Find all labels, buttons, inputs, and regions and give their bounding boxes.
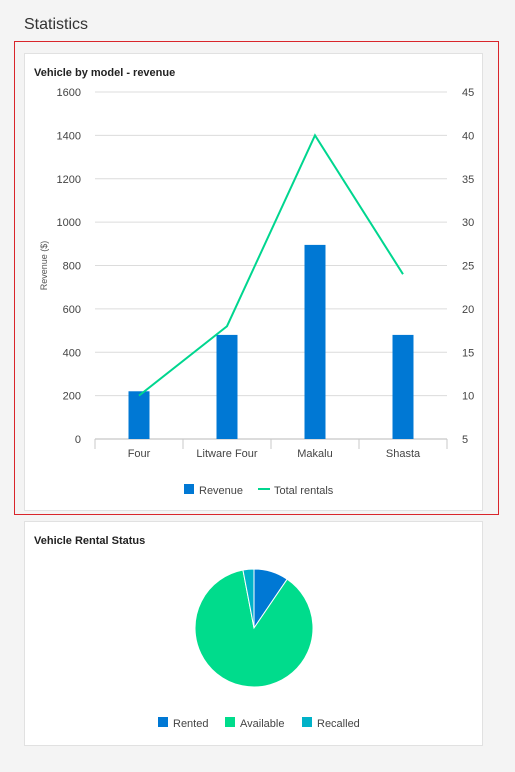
legend-label-rentals: Total rentals — [274, 485, 334, 497]
bar-revenue-2 — [304, 244, 326, 439]
x-tick-label: Shasta — [386, 448, 421, 460]
y2-tick-label: 40 — [462, 130, 474, 142]
y-tick-label: 600 — [63, 304, 81, 316]
legend-label-revenue: Revenue — [199, 485, 243, 497]
legend-swatch-recalled — [302, 717, 312, 727]
legend-label-available: Available — [240, 718, 284, 730]
selection-highlight — [14, 41, 499, 515]
y2-tick-label: 45 — [462, 87, 474, 99]
line-total-rentals — [138, 133, 404, 397]
revenue-chart-card[interactable]: Vehicle by model - revenue 0 200 400 600 800… — [24, 53, 483, 511]
legend-label-rented: Rented — [173, 718, 208, 730]
bar-revenue-1 — [216, 334, 238, 439]
pie-slice-available — [194, 569, 314, 688]
legend-swatch-revenue — [184, 484, 194, 494]
pie-slice-recalled — [242, 568, 255, 629]
y-tick-label: 1400 — [57, 130, 81, 142]
x-tick-label: Makalu — [297, 448, 332, 460]
revenue-chart: 0 200 400 600 800 1000 1200 1400 1600 5 10 15 20 25 30… — [39, 87, 474, 497]
legend-swatch-rented — [158, 717, 168, 727]
status-chart-card[interactable]: Vehicle Rental Status Rented Available Rec… — [24, 521, 483, 746]
x-tick-label: Four — [128, 448, 151, 460]
y2-tick-label: 35 — [462, 174, 474, 186]
legend-swatch-available — [225, 717, 235, 727]
x-tick-label: Litware Four — [196, 448, 257, 460]
bar-revenue-3 — [392, 334, 414, 439]
y-tick-label: 400 — [63, 347, 81, 359]
y-tick-label: 1600 — [57, 87, 81, 99]
y2-tick-label: 15 — [462, 347, 474, 359]
y-tick-label: 800 — [63, 261, 81, 273]
y-tick-label: 1200 — [57, 174, 81, 186]
y2-tick-label: 10 — [462, 391, 474, 403]
status-chart: Rented Available Recalled — [158, 568, 360, 730]
y2-tick-label: 20 — [462, 304, 474, 316]
page-title: Statistics — [24, 16, 89, 33]
y2-tick-label: 30 — [462, 217, 474, 229]
status-chart-title: Vehicle Rental Status — [34, 535, 146, 547]
legend-label-recalled: Recalled — [317, 718, 360, 730]
revenue-chart-title: Vehicle by model - revenue — [34, 67, 176, 79]
y-tick-label: 0 — [75, 434, 81, 446]
y-axis-title: Revenue ($) — [39, 241, 49, 291]
y-tick-label: 1000 — [57, 217, 81, 229]
y-tick-label: 200 — [63, 391, 81, 403]
bar-revenue-0 — [128, 391, 150, 439]
y2-tick-label: 25 — [462, 261, 474, 273]
y2-tick-label: 5 — [462, 434, 468, 446]
